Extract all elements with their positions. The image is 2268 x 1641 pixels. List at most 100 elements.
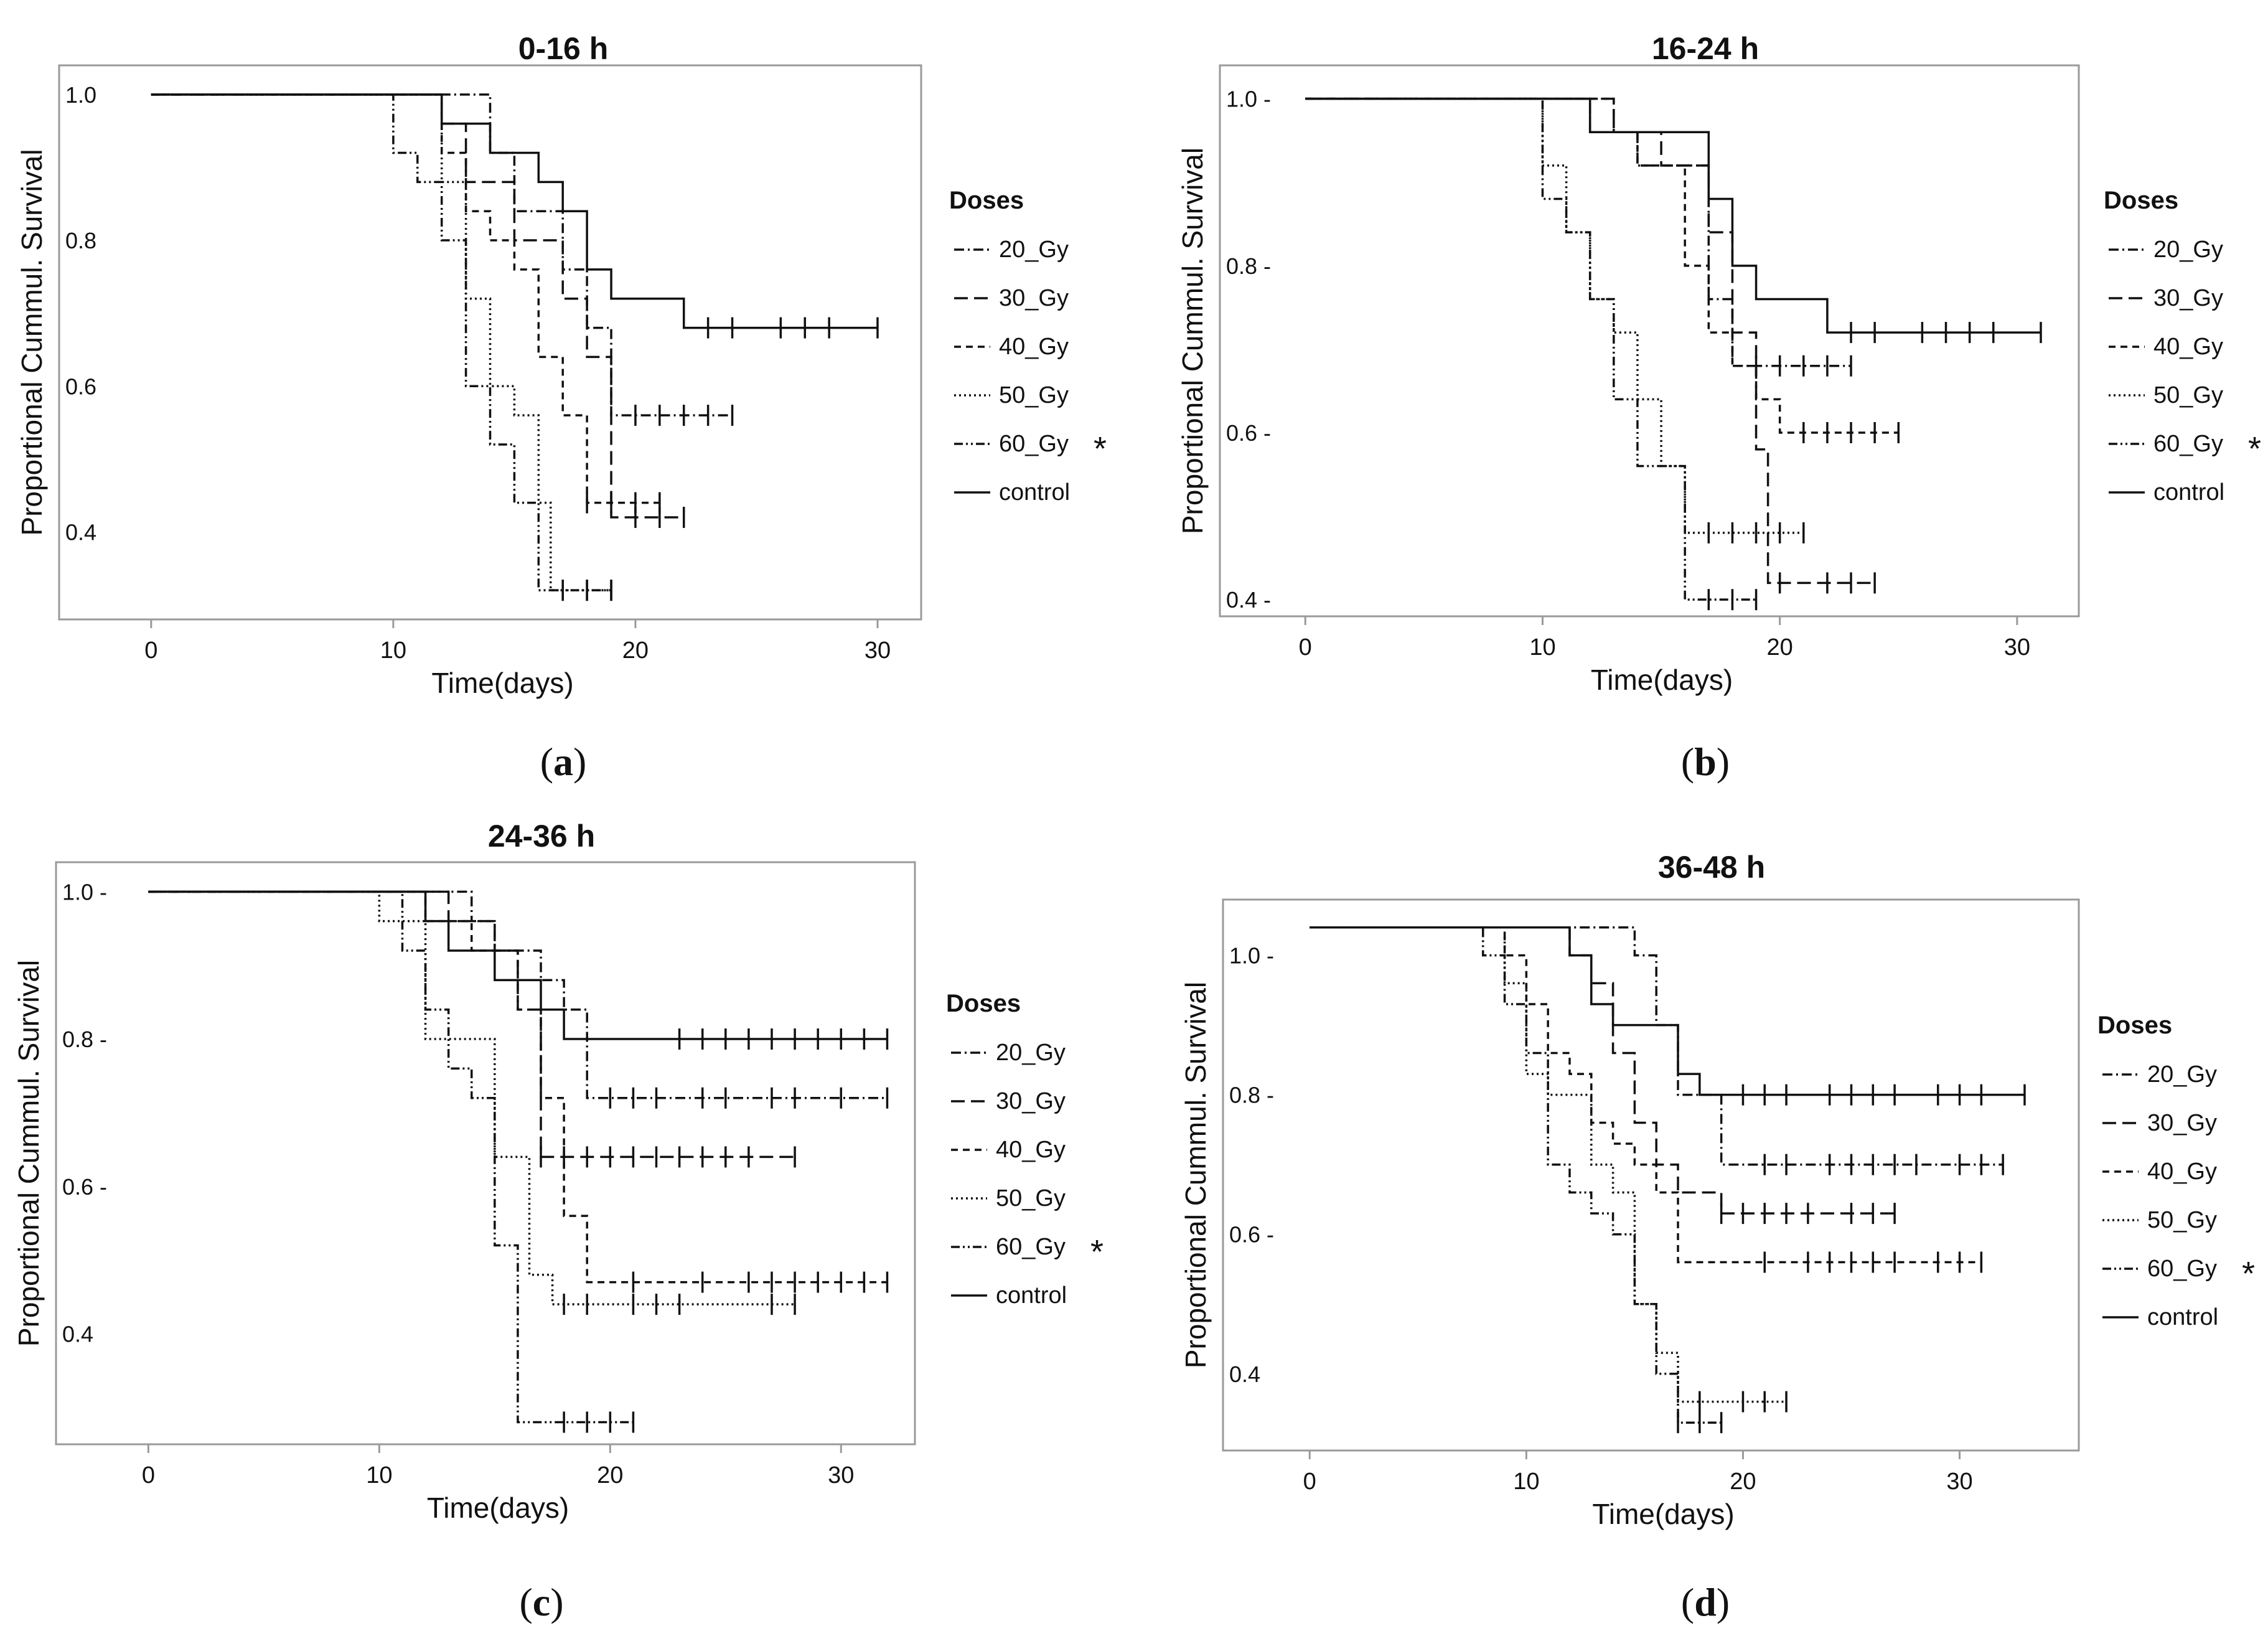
y-axis-label: Proportional Cummul. Survival: [16, 149, 48, 535]
caption-paren-open: (: [540, 740, 553, 784]
survival-curve-20-gy: [148, 890, 888, 1099]
x-tick-label: 30: [828, 1462, 854, 1488]
survival-curve-control: [1310, 926, 2025, 1096]
x-tick-label: 20: [622, 637, 649, 664]
legend-label-20-gy: 20_Gy: [999, 237, 1069, 263]
x-axis-label: Time(days): [1592, 1498, 1734, 1530]
y-tick-label: 1.0 -: [1226, 87, 1271, 112]
survival-curve-50-gy: [1310, 926, 1787, 1403]
x-axis-label: Time(days): [431, 667, 573, 699]
panel-d: 36-48 h 0 10 20 30 Time(days) 0.4 0.6 - 0.8 - 1.0…: [1179, 850, 2255, 1624]
legend-label-control: control: [999, 479, 1070, 505]
caption-paren-close: ): [550, 1580, 563, 1624]
survival-curve-40-gy: [148, 890, 888, 1284]
legend-label-50-gy: 50_Gy: [999, 382, 1069, 408]
survival-curve-50-gy: [148, 890, 795, 1305]
legend-label-30-gy: 30_Gy: [2153, 285, 2223, 311]
legend-label-40-gy: 40_Gy: [999, 334, 1069, 360]
plot-frame: [1219, 64, 2080, 618]
plot-frame: [1222, 898, 2080, 1452]
legend-label-control: control: [996, 1282, 1067, 1309]
caption-paren-close: ): [1717, 1580, 1730, 1624]
y-tick-label: 0.4: [65, 519, 96, 545]
significance-asterisk: *: [2248, 430, 2261, 468]
legend-label-60-gy: 60_Gy: [2153, 431, 2223, 457]
panel-caption: (d): [1681, 1580, 1730, 1624]
caption-paren-open: (: [1681, 1580, 1694, 1624]
y-tick-label: 0.6: [65, 374, 96, 399]
y-tick-label: 1.0: [65, 82, 96, 108]
legend-label-40-gy: 40_Gy: [2147, 1159, 2217, 1185]
panel-c: 24-36 h 0 10 20 30 Time(days) 0.4 0.6 - 0.8 - 1.0…: [12, 819, 1104, 1624]
x-tick-label: 0: [144, 637, 157, 664]
survival-curve-30-gy: [1305, 97, 1875, 585]
significance-asterisk: *: [2242, 1255, 2255, 1292]
y-tick-label: 0.8: [65, 228, 96, 253]
survival-curve-60-gy: [1305, 97, 1756, 601]
survival-curve-30-gy: [1310, 926, 1895, 1215]
significance-asterisk: *: [1094, 430, 1107, 468]
y-tick-label: 0.6 -: [1229, 1222, 1274, 1248]
survival-curve-20-gy: [151, 93, 733, 416]
panel-caption: (c): [519, 1580, 563, 1624]
survival-curve-control: [1305, 97, 2041, 334]
survival-curve-60-gy: [148, 890, 634, 1424]
y-tick-label: 0.8 -: [62, 1027, 107, 1052]
legend: Doses 20_Gy 30_Gy 40_Gy 50_Gy 60_Gy * control: [949, 187, 1107, 505]
survival-curve-60-gy: [1310, 926, 1722, 1424]
legend: Doses 20_Gy 30_Gy 40_Gy 50_Gy 60_Gy * control: [2104, 187, 2261, 505]
caption-letter: d: [1694, 1580, 1717, 1624]
y-tick-label: 0.6 -: [1226, 420, 1271, 446]
legend-label-30-gy: 30_Gy: [999, 285, 1069, 311]
survival-curve-40-gy: [151, 93, 660, 504]
caption-paren-close: ): [1717, 740, 1730, 784]
y-axis-label: Proportional Cummul. Survival: [1179, 982, 1212, 1368]
panel-caption: (b): [1681, 740, 1730, 784]
x-axis-label: Time(days): [1591, 664, 1733, 696]
legend: Doses 20_Gy 30_Gy 40_Gy 50_Gy 60_Gy * control: [946, 990, 1104, 1309]
caption-paren-open: (: [519, 1580, 532, 1624]
x-tick-label: 0: [1299, 634, 1312, 661]
survival-curve-40-gy: [1305, 97, 1899, 434]
x-tick-label: 10: [380, 637, 406, 664]
legend-label-40-gy: 40_Gy: [2153, 334, 2223, 360]
x-tick-label: 20: [597, 1462, 623, 1488]
caption-letter: c: [533, 1580, 550, 1624]
y-tick-label: 0.4 -: [1226, 587, 1271, 613]
legend-label-30-gy: 30_Gy: [996, 1088, 1066, 1114]
x-tick-label: 20: [1730, 1469, 1756, 1495]
legend-label-60-gy: 60_Gy: [2147, 1256, 2217, 1282]
y-tick-label: 0.4: [62, 1321, 93, 1347]
y-axis-label: Proportional Cummul. Survival: [1176, 148, 1209, 534]
legend-label-40-gy: 40_Gy: [996, 1137, 1066, 1163]
survival-curve-20-gy: [1305, 97, 1852, 367]
legend-label-30-gy: 30_Gy: [2147, 1110, 2217, 1136]
caption-letter: a: [553, 740, 573, 784]
caption-paren-open: (: [1681, 740, 1694, 784]
significance-asterisk: *: [1090, 1233, 1104, 1271]
legend-label-50-gy: 50_Gy: [2153, 382, 2223, 408]
legend-label-50-gy: 50_Gy: [2147, 1207, 2217, 1233]
legend-title: Doses: [946, 990, 1021, 1017]
x-tick-label: 10: [1513, 1469, 1539, 1495]
legend-label-control: control: [2153, 479, 2224, 505]
survival-curve-30-gy: [151, 93, 684, 519]
legend-label-20-gy: 20_Gy: [996, 1040, 1066, 1066]
survival-curve-40-gy: [1310, 926, 1982, 1264]
x-tick-label: 10: [1529, 634, 1555, 661]
x-tick-label: 20: [1767, 634, 1793, 661]
y-axis-label: Proportional Cummul. Survival: [12, 960, 45, 1347]
y-tick-label: 1.0 -: [1229, 943, 1274, 969]
x-tick-label: 0: [142, 1462, 155, 1488]
chart-title: 0-16 h: [518, 31, 609, 66]
survival-curve-50-gy: [1305, 97, 1804, 534]
legend-title: Doses: [949, 187, 1024, 214]
legend-title: Doses: [2104, 187, 2178, 214]
y-tick-label: 0.8 -: [1229, 1083, 1274, 1108]
x-tick-label: 0: [1303, 1469, 1316, 1495]
y-tick-label: 0.6 -: [62, 1174, 107, 1200]
y-tick-label: 1.0 -: [62, 879, 107, 905]
y-tick-label: 0.8 -: [1226, 253, 1271, 279]
caption-paren-close: ): [573, 740, 586, 784]
